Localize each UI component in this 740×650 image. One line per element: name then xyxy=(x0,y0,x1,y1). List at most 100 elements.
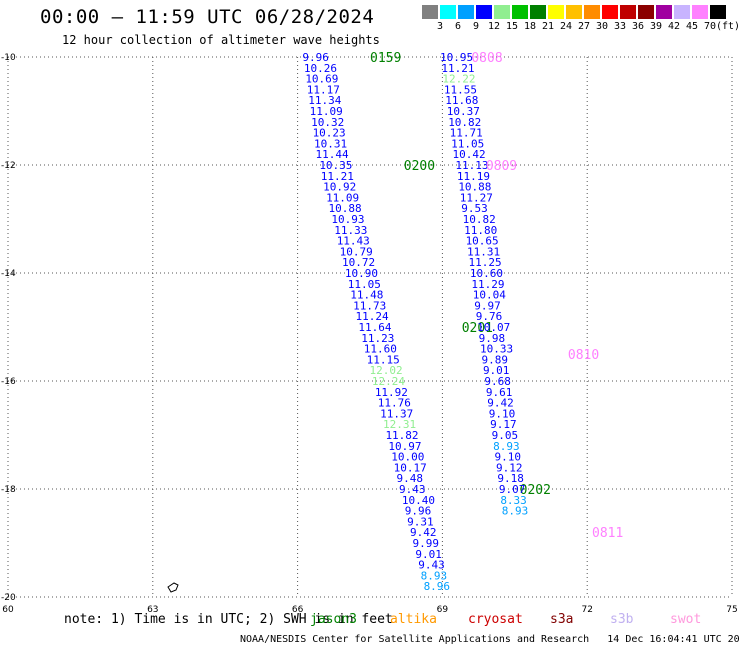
wave-height-value: 10.72 xyxy=(342,256,375,269)
pass-time-label: 0202 xyxy=(520,483,551,498)
wave-height-value: 10.95 xyxy=(440,51,473,64)
wave-height-value: 9.01 xyxy=(483,364,510,377)
wave-height-value: 11.60 xyxy=(364,343,397,356)
wave-height-value: 11.48 xyxy=(350,289,383,302)
wave-height-value: 9.96 xyxy=(405,505,432,518)
wave-height-value: 11.68 xyxy=(445,94,478,107)
wave-height-value: 9.98 xyxy=(479,332,506,345)
x-tick-label: 60 xyxy=(2,605,14,615)
wave-height-value: 10.88 xyxy=(328,202,361,215)
legend-label: 42 xyxy=(667,21,681,32)
wave-height-value: 11.37 xyxy=(380,407,413,420)
island-outline xyxy=(167,582,179,593)
wave-height-value: 10.42 xyxy=(453,148,486,161)
wave-height-value: 11.23 xyxy=(361,332,394,345)
legend-label: 24 xyxy=(559,21,573,32)
page-subtitle: 12 hour collection of altimeter wave hei… xyxy=(62,33,380,47)
wave-height-value: 10.23 xyxy=(313,127,346,140)
legend-swatch xyxy=(458,5,474,19)
wave-height-value: 10.79 xyxy=(340,245,373,258)
wave-height-value: 9.48 xyxy=(397,472,424,485)
pass-time-label: 0201 xyxy=(462,321,493,336)
wave-height-value: 11.71 xyxy=(450,127,483,140)
legend-label: 45 xyxy=(685,21,699,32)
page-title: 00:00 – 11:59 UTC 06/28/2024 xyxy=(40,6,375,28)
wave-height-value: 11.73 xyxy=(353,299,386,312)
legend-swatch xyxy=(494,5,510,19)
wave-height-value: 12.02 xyxy=(370,364,403,377)
footer-credit: NOAA/NESDIS Center for Satellite Applica… xyxy=(240,634,740,645)
wave-height-value: 10.40 xyxy=(402,494,435,507)
wave-height-value: 11.21 xyxy=(441,62,474,75)
wave-height-value: 10.33 xyxy=(480,343,513,356)
satellite-label-altika: altika xyxy=(390,612,437,627)
wave-height-value: 11.76 xyxy=(378,397,411,410)
legend-label: 3 xyxy=(436,21,444,32)
wave-height-value: 10.35 xyxy=(319,159,352,172)
wave-height-value: 9.42 xyxy=(410,526,437,539)
wave-height-value: 10.00 xyxy=(391,451,424,464)
wave-height-value: 10.65 xyxy=(466,235,499,248)
wave-height-value: 9.53 xyxy=(461,202,488,215)
wave-height-value: 10.04 xyxy=(473,289,506,302)
wave-height-value: 10.82 xyxy=(448,116,481,129)
wave-height-value: 10.90 xyxy=(345,267,378,280)
pass-time-label: 0809 xyxy=(486,159,517,174)
wave-height-value: 9.12 xyxy=(496,461,523,474)
wave-height-value: 11.19 xyxy=(457,170,490,183)
wave-height-value: 11.92 xyxy=(375,386,408,399)
satellite-label-swot: swot xyxy=(670,612,702,627)
pass-time-label: 0159 xyxy=(370,51,401,66)
x-tick-label: 69 xyxy=(437,605,449,615)
wave-height-value: 9.42 xyxy=(487,397,513,410)
y-tick-label: -18 xyxy=(1,485,16,495)
y-tick-label: -16 xyxy=(1,377,16,387)
wave-height-value: 11.09 xyxy=(326,191,359,204)
satellite-label-s3a: s3a xyxy=(550,612,574,627)
wave-height-value: 8.33 xyxy=(500,494,527,507)
legend-label: 36 xyxy=(631,21,645,32)
legend-label: 27 xyxy=(577,21,591,32)
legend-label: 21 xyxy=(541,21,555,32)
wave-height-value: 12.24 xyxy=(372,375,405,388)
wave-height-value: 11.24 xyxy=(356,310,389,323)
wave-height-value: 12.22 xyxy=(442,73,475,86)
wave-height-value: 11.09 xyxy=(310,105,343,118)
legend-label: 33 xyxy=(613,21,627,32)
wave-height-value: 10.88 xyxy=(458,181,491,194)
wave-height-value: 11.33 xyxy=(334,224,367,237)
wave-height-value: 11.34 xyxy=(308,94,341,107)
wave-height-value: 11.13 xyxy=(455,159,488,172)
pass-time-label: 0200 xyxy=(404,159,435,174)
wave-height-value: 10.93 xyxy=(331,213,364,226)
legend-swatch xyxy=(602,5,618,19)
x-tick-label: 72 xyxy=(581,605,592,615)
wave-height-value: 10.31 xyxy=(314,137,347,150)
wave-height-value: 9.68 xyxy=(484,375,511,388)
x-tick-label: 63 xyxy=(147,605,158,615)
legend-unit: (ft) xyxy=(716,21,740,32)
legend-swatch xyxy=(692,5,708,19)
wave-height-value: 9.10 xyxy=(489,407,515,420)
wave-height-value: 12.31 xyxy=(383,418,416,431)
legend-swatch xyxy=(584,5,600,19)
satellite-label-s3b: s3b xyxy=(610,612,634,627)
wave-height-value: 11.05 xyxy=(348,278,381,291)
legend-label: 15 xyxy=(505,21,519,32)
wave-height-value: 11.82 xyxy=(385,429,418,442)
wave-height-value: 10.26 xyxy=(304,62,337,75)
legend-swatch xyxy=(530,5,546,19)
wave-height-value: 10.82 xyxy=(463,213,496,226)
wave-height-value: 10.37 xyxy=(447,105,480,118)
wave-height-value: 11.29 xyxy=(471,278,504,291)
pass-time-label: 0810 xyxy=(568,348,599,363)
legend-label: 12 xyxy=(487,21,501,32)
wave-height-value: 10.69 xyxy=(305,73,338,86)
satellite-label-cryosat: cryosat xyxy=(468,612,523,627)
wave-height-value: 10.97 xyxy=(388,440,421,453)
wave-height-value: 11.27 xyxy=(460,191,493,204)
wave-height-value: 9.61 xyxy=(486,386,512,399)
pass-time-label: 0811 xyxy=(592,526,623,541)
wave-height-value: 11.44 xyxy=(315,148,348,161)
